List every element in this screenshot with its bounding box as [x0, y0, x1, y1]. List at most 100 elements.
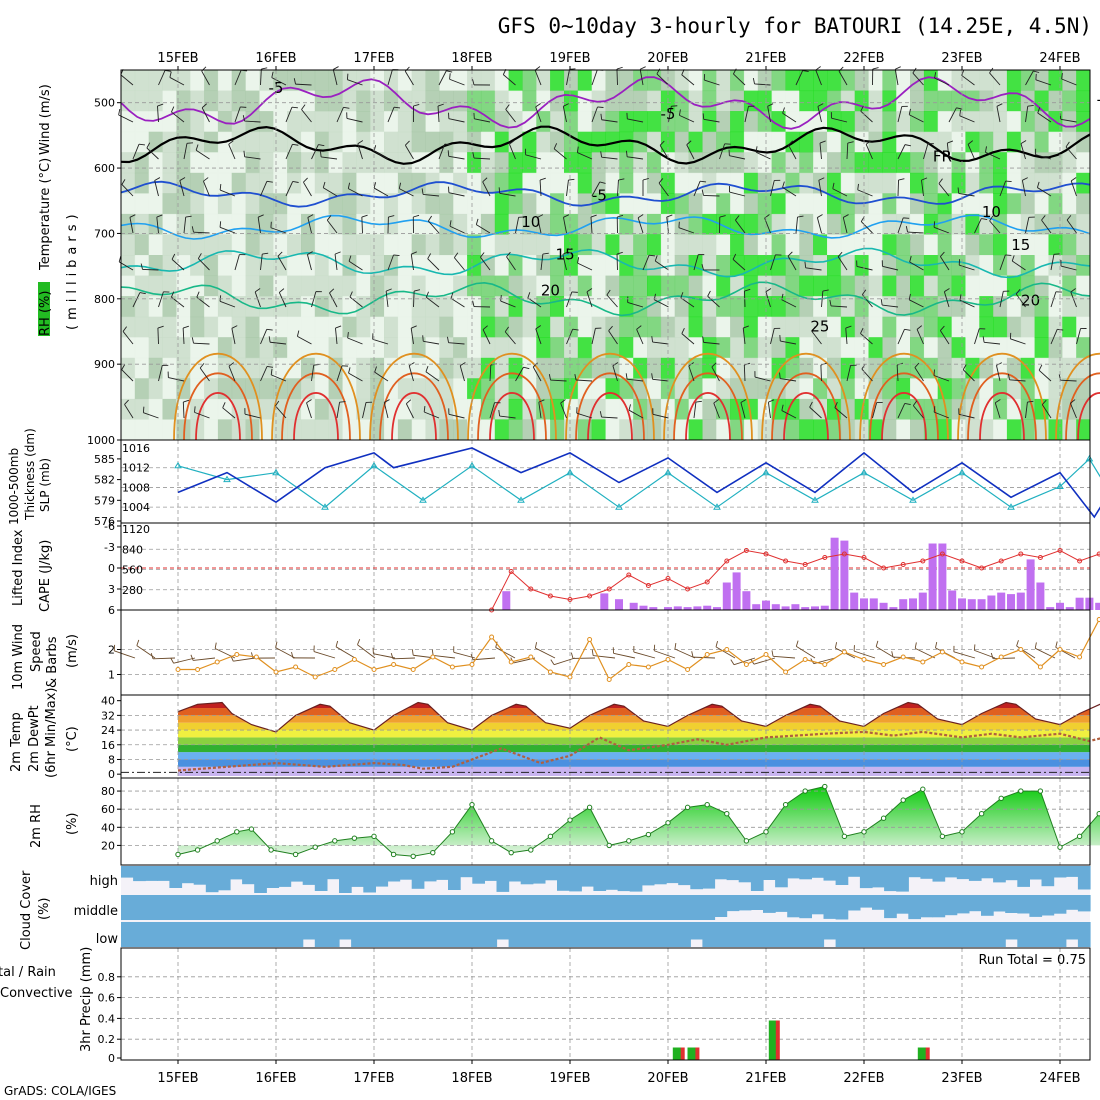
- wind-barb: [335, 646, 356, 659]
- wind-barb-flag: [732, 253, 737, 260]
- cloud-cell: [181, 866, 195, 884]
- cape-bar: [713, 607, 721, 610]
- rh-shade-cell: [273, 70, 288, 92]
- wind-barb-flag: [572, 328, 579, 331]
- rh-shade-cell: [273, 172, 288, 194]
- wind-barb-flag: [140, 263, 143, 270]
- lifted-index-point: [881, 565, 887, 571]
- cape-bar: [977, 599, 986, 610]
- rh-point: [508, 849, 514, 856]
- lifted-index-point: [508, 569, 514, 574]
- contour-label: 15: [1011, 236, 1030, 254]
- wind-barb: [346, 117, 363, 123]
- wind-barb: [489, 402, 495, 419]
- wind-barb: [448, 118, 465, 123]
- cloud-cell: [169, 866, 183, 888]
- y-tick-label: 20: [101, 839, 115, 852]
- rh-shade-cell: [217, 419, 233, 441]
- rh-shade-cell: [799, 398, 814, 420]
- cloud-cell: [230, 922, 243, 947]
- rh-shade-cell: [785, 234, 800, 256]
- wind-barb: [158, 365, 163, 382]
- wind-barb-flag: [962, 364, 967, 370]
- rh-shade-cell: [314, 90, 330, 112]
- rh-shade-cell: [342, 275, 357, 297]
- wind-barb-flag: [834, 642, 838, 649]
- wind-barb: [219, 300, 236, 308]
- cloud-cell: [254, 922, 267, 947]
- wind-barb: [948, 107, 957, 123]
- wind-barb: [566, 329, 574, 345]
- wind-barb-flag: [659, 140, 665, 146]
- rh-shade-cell: [384, 90, 399, 112]
- rh-shade-cell: [674, 111, 689, 133]
- rh-point: [900, 797, 906, 803]
- rh-shade-cell: [536, 131, 551, 153]
- wind-barb: [912, 405, 924, 419]
- wind-barb: [1069, 403, 1077, 419]
- rh-shade-cell: [923, 172, 939, 194]
- rh-shade-cell: [799, 296, 814, 318]
- rh-shade-cell: [591, 152, 606, 174]
- rh-shade-cell: [730, 131, 745, 153]
- rh-shade-cell: [979, 296, 994, 318]
- rh-shade-cell: [190, 378, 205, 400]
- wind-barb-flag: [875, 640, 879, 647]
- rh-shade-cell: [259, 419, 274, 441]
- rh-shade-cell: [204, 398, 219, 420]
- rh-shade-cell: [702, 90, 717, 112]
- rh-shade-cell: [384, 234, 399, 256]
- cloud-cell: [738, 866, 752, 883]
- rh-shade-cell: [854, 234, 869, 256]
- rh-shade-cell: [1034, 378, 1049, 400]
- rh-point: [1037, 788, 1044, 794]
- wind-barb: [1050, 329, 1058, 345]
- wind-barb-flag: [880, 299, 883, 306]
- surface-temperature-contour: [477, 372, 547, 441]
- rh-point: [528, 847, 534, 853]
- wind-speed-point: [547, 669, 553, 675]
- cloud-cell: [666, 922, 679, 947]
- wind-barb-flag: [695, 400, 702, 403]
- rh-shade-cell: [397, 111, 413, 133]
- cape-bar: [752, 604, 761, 610]
- rh-shade-cell: [439, 419, 454, 441]
- wind-barb: [373, 653, 396, 659]
- rh-shade-cell: [259, 316, 274, 338]
- rh-shade-cell: [1006, 193, 1022, 215]
- wind-barb: [129, 217, 134, 234]
- wind-barb-flag: [293, 78, 296, 85]
- precip-panel: Run Total = 0.750.80.60.40.20: [98, 947, 1091, 1065]
- rh-shade-cell: [591, 337, 606, 359]
- rh-shade-cell: [910, 111, 925, 133]
- rh-shade-cell: [397, 255, 413, 277]
- rh-shade-cell: [827, 152, 842, 174]
- wind-barb: [438, 70, 447, 86]
- wind-barb-flag: [702, 336, 705, 343]
- rh-shade-cell: [397, 172, 413, 194]
- rh-shade-cell: [923, 70, 939, 92]
- rh-shade-cell: [827, 234, 842, 256]
- wind-barb-flag: [550, 659, 555, 665]
- wind-barb-flag: [121, 364, 126, 370]
- wind-barb: [754, 83, 771, 86]
- contour-label: -5: [1097, 91, 1100, 109]
- wind-barb-flag: [266, 328, 273, 331]
- wind-barb: [815, 69, 822, 86]
- wind-barb-flag: [459, 362, 466, 366]
- wind-barb: [909, 261, 924, 271]
- rh-shade-cell: [162, 316, 177, 338]
- wind-barb-flag: [296, 330, 300, 337]
- cloud-cell: [375, 922, 389, 947]
- cloud-cell: [811, 922, 825, 947]
- rh-shade-cell: [757, 213, 773, 235]
- rh-shade-cell: [882, 419, 897, 441]
- rh-shade-cell: [577, 275, 593, 297]
- rh-shade-cell: [176, 172, 191, 194]
- wind-barb-flag: [678, 109, 681, 116]
- wind-barb: [173, 657, 196, 664]
- wind-barb: [347, 337, 363, 345]
- rh-shade-cell: [148, 316, 163, 338]
- rh-shade-cell: [674, 234, 689, 256]
- rh-shade-cell: [550, 419, 565, 441]
